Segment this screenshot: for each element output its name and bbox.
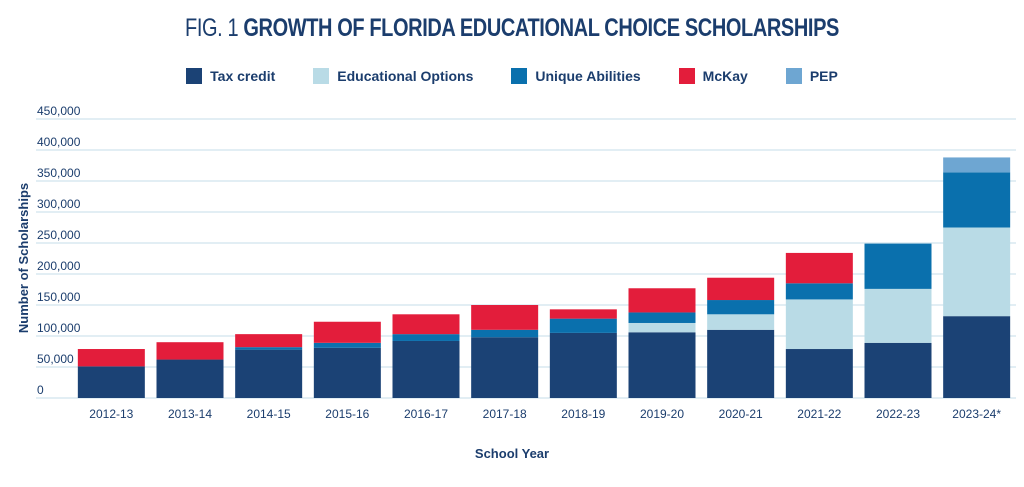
bar-educational-options: [943, 227, 1011, 317]
bar-tax-credit: [156, 359, 224, 398]
x-tick-label: 2022-23: [876, 407, 920, 421]
bar-mckay: [313, 321, 381, 343]
bar-tax-credit: [235, 349, 303, 398]
bar-tax-credit: [471, 337, 539, 398]
y-tick-label: 250,000: [37, 228, 81, 242]
bar-tax-credit: [707, 329, 775, 398]
y-tick-label: 150,000: [37, 290, 81, 304]
x-axis-title: School Year: [475, 446, 549, 461]
bar-educational-options: [628, 322, 696, 333]
x-tick-label: 2012-13: [89, 407, 133, 421]
bar-mckay: [77, 349, 145, 367]
bar-mckay: [235, 334, 303, 348]
bar-mckay: [392, 314, 460, 335]
bar-mckay: [785, 252, 853, 284]
x-tick-label: 2023-24*: [952, 407, 1001, 421]
bar-tax-credit: [943, 316, 1011, 398]
x-tick-label: 2017-18: [483, 407, 527, 421]
y-tick-label: 400,000: [37, 135, 81, 149]
y-tick-label: 200,000: [37, 259, 81, 273]
bar-unique-abilities: [235, 347, 303, 350]
bar-pep: [943, 157, 1011, 173]
legend-swatch: [511, 68, 528, 84]
legend-label: McKay: [702, 68, 748, 84]
bar-unique-abilities: [549, 318, 617, 333]
bar-tax-credit: [549, 332, 617, 398]
legend-item: Tax credit: [186, 68, 275, 84]
x-tick-label: 2014-15: [247, 407, 291, 421]
bar-educational-options: [707, 314, 775, 330]
bar-unique-abilities: [943, 172, 1011, 228]
x-tick-label: 2020-21: [719, 407, 763, 421]
legend-item: PEP: [785, 68, 838, 84]
y-tick-label: 300,000: [37, 197, 81, 211]
bar-mckay: [156, 342, 224, 360]
bar-mckay: [628, 288, 696, 313]
legend-item: Unique Abilities: [511, 68, 641, 84]
bar-tax-credit: [864, 342, 932, 398]
bar-educational-options: [864, 288, 932, 343]
legend-label: Unique Abilities: [535, 68, 641, 84]
y-tick-label: 0: [37, 383, 44, 397]
x-tick-label: 2018-19: [561, 407, 605, 421]
x-tick-label: 2021-22: [797, 407, 841, 421]
x-tick-label: 2013-14: [168, 407, 212, 421]
bar-mckay: [471, 305, 539, 330]
bar-tax-credit: [785, 349, 853, 398]
bar-educational-options: [785, 299, 853, 350]
y-tick-label: 450,000: [37, 104, 81, 118]
y-tick-label: 50,000: [37, 352, 74, 366]
x-tick-label: 2019-20: [640, 407, 684, 421]
chart-title-text: GROWTH OF FLORIDA EDUCATIONAL CHOICE SCH…: [243, 14, 839, 42]
x-tick-label: 2016-17: [404, 407, 448, 421]
bar-unique-abilities: [471, 329, 539, 338]
legend-swatch: [678, 68, 695, 84]
bar-tax-credit: [77, 366, 145, 398]
legend-label: Tax credit: [210, 68, 276, 84]
x-tick-label: 2015-16: [325, 407, 369, 421]
legend-item: Educational Options: [313, 68, 473, 84]
bar-tax-credit: [313, 347, 381, 398]
legend-swatch: [313, 68, 330, 84]
bar-unique-abilities: [707, 300, 775, 315]
bar-unique-abilities: [785, 283, 853, 300]
bar-unique-abilities: [628, 312, 696, 323]
bar-unique-abilities: [313, 342, 381, 348]
figure-number: FIG. 1: [185, 14, 239, 42]
legend-label: Educational Options: [337, 68, 474, 84]
legend-item: McKay: [678, 68, 748, 84]
y-tick-label: 100,000: [37, 321, 81, 335]
y-tick-label: 350,000: [37, 166, 81, 180]
bar-mckay: [549, 309, 617, 319]
y-axis-title: Number of Scholarships: [16, 183, 31, 333]
legend: Tax credit Educational Options Unique Abil…: [0, 68, 1024, 84]
bar-tax-credit: [392, 340, 460, 398]
chart-title: FIG. 1 GROWTH OF FLORIDA EDUCATIONAL CHO…: [102, 14, 921, 43]
bar-unique-abilities: [392, 334, 460, 341]
legend-swatch: [186, 68, 203, 84]
bar-mckay: [707, 277, 775, 301]
bar-tax-credit: [628, 332, 696, 398]
bar-unique-abilities: [864, 243, 932, 289]
legend-label: PEP: [809, 68, 838, 84]
legend-swatch: [785, 68, 802, 84]
